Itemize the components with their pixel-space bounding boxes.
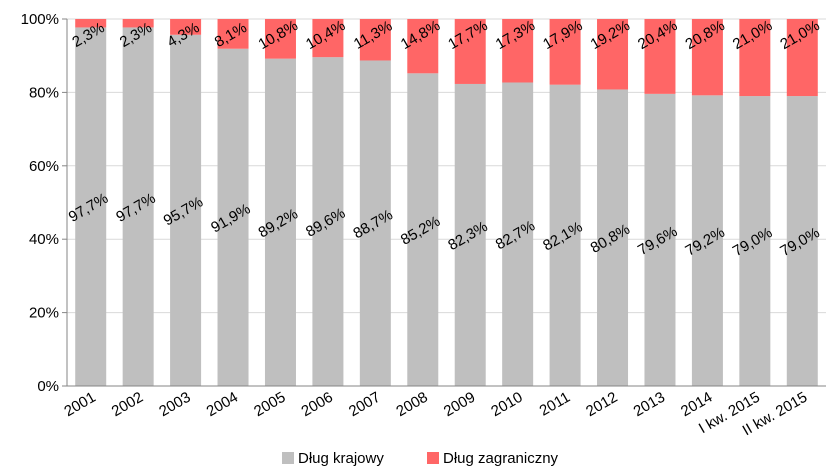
x-tick-label: 2011 — [537, 389, 573, 420]
y-tick-label: 40% — [29, 231, 59, 248]
bars — [75, 19, 818, 387]
x-tick-label: 2003 — [156, 389, 193, 420]
bar-zagraniczny — [597, 19, 629, 90]
bar-krajowy — [644, 93, 676, 387]
bar-krajowy — [454, 83, 486, 387]
bar-zagraniczny — [644, 19, 676, 94]
y-tick-label: 60% — [29, 158, 59, 175]
bar-krajowy — [312, 57, 344, 386]
bar-zagraniczny — [170, 19, 202, 35]
bar-krajowy — [691, 95, 723, 386]
y-tick-label: 20% — [29, 305, 59, 322]
bar-krajowy — [407, 73, 439, 386]
bar-krajowy — [75, 27, 107, 386]
legend-label-zagraniczny: Dług zagraniczny — [443, 450, 559, 467]
bar-zagraniczny — [502, 19, 534, 83]
bar-krajowy — [122, 27, 154, 386]
bar-krajowy — [264, 58, 296, 387]
legend-swatch-zagraniczny — [427, 452, 439, 464]
legend-label-krajowy: Dług krajowy — [298, 450, 384, 467]
bar-krajowy — [217, 48, 249, 387]
x-tick-label: 2001 — [61, 389, 98, 420]
x-tick-label: 2008 — [393, 389, 430, 420]
bar-krajowy — [597, 89, 629, 387]
x-tick-label: 2002 — [109, 389, 146, 420]
x-tick-label: 2006 — [299, 389, 336, 420]
x-tick-label: 2013 — [631, 389, 668, 420]
bar-zagraniczny — [454, 19, 486, 84]
bar-zagraniczny — [217, 19, 249, 49]
y-tick-label: 80% — [29, 84, 59, 101]
bar-zagraniczny — [739, 19, 771, 97]
bar-krajowy — [549, 84, 581, 387]
bar-krajowy — [739, 96, 771, 386]
bar-zagraniczny — [122, 19, 154, 28]
bar-zagraniczny — [312, 19, 344, 58]
x-tick-label: 2010 — [488, 389, 525, 420]
x-tick-label: 2012 — [583, 389, 620, 420]
bar-zagraniczny — [691, 19, 723, 96]
bar-zagraniczny — [407, 19, 439, 74]
legend-swatch-krajowy — [282, 452, 294, 464]
bar-zagraniczny — [359, 19, 391, 61]
bar-krajowy — [359, 60, 391, 386]
x-tick-label: 2007 — [346, 389, 383, 420]
y-tick-label: 0% — [37, 378, 59, 395]
y-axis-ticks: 0% 20% 40% 60% 80% 100% — [21, 11, 67, 395]
bar-krajowy — [786, 96, 818, 386]
bar-krajowy — [502, 82, 534, 386]
x-axis-ticks: 2001 2002 2003 2004 2005 2006 2007 2008 2009 2010… — [61, 389, 810, 440]
x-tick-label: 2005 — [251, 389, 288, 420]
bar-zagraniczny — [264, 19, 296, 59]
y-tick-label: 100% — [21, 11, 59, 28]
bar-zagraniczny — [75, 19, 107, 28]
x-tick-label: 2009 — [441, 389, 478, 420]
bar-zagraniczny — [786, 19, 818, 97]
bar-krajowy — [170, 34, 202, 386]
bar-zagraniczny — [549, 19, 581, 85]
x-tick-label: 2004 — [204, 389, 241, 420]
legend: Dług krajowy Dług zagraniczny — [282, 450, 559, 467]
